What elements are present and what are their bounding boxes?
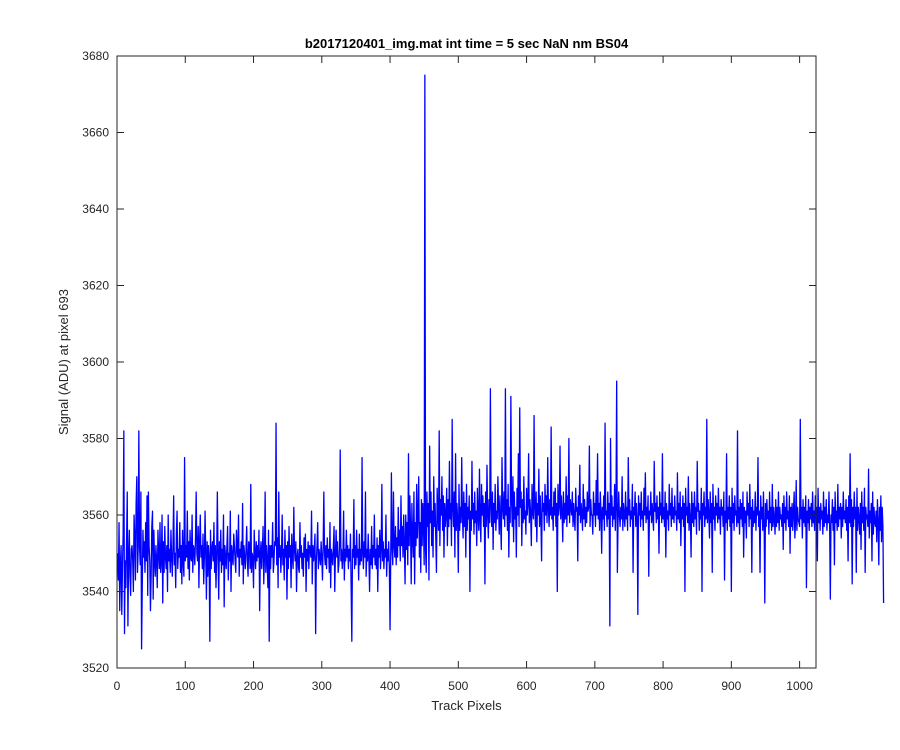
x-axis-label: Track Pixels bbox=[431, 698, 502, 713]
x-tick-label: 0 bbox=[114, 679, 121, 693]
x-tick-label: 900 bbox=[721, 679, 741, 693]
series-line-1 bbox=[117, 74, 885, 650]
series-group bbox=[117, 74, 885, 650]
chart-title: b2017120401_img.mat int time = 5 sec NaN… bbox=[305, 36, 629, 51]
plot-area bbox=[117, 56, 816, 668]
x-tick-label: 200 bbox=[244, 679, 264, 693]
x-tick-label: 700 bbox=[585, 679, 605, 693]
x-tick-label: 600 bbox=[517, 679, 537, 693]
y-tick-label: 3560 bbox=[82, 508, 109, 522]
y-tick-label: 3580 bbox=[82, 432, 109, 446]
axes-box bbox=[116, 55, 817, 669]
y-tick-label: 3660 bbox=[82, 126, 109, 140]
x-tick-label: 400 bbox=[380, 679, 400, 693]
y-tick-label: 3540 bbox=[82, 585, 109, 599]
y-axis-label: Signal (ADU) at pixel 693 bbox=[56, 289, 71, 435]
y-tick-label: 3520 bbox=[82, 661, 109, 675]
y-tick-label: 3680 bbox=[82, 49, 109, 63]
x-tick-label: 800 bbox=[653, 679, 673, 693]
y-tick-label: 3600 bbox=[82, 355, 109, 369]
x-axis-ticks: 0 100 200 300 400 500 600 700 800 900 1000 bbox=[114, 56, 813, 693]
y-axis-ticks: 3520 3540 3560 3580 3600 3620 3640 3660 3680 bbox=[82, 49, 816, 675]
y-tick-label: 3620 bbox=[82, 279, 109, 293]
x-tick-label: 1000 bbox=[786, 679, 813, 693]
x-tick-label: 100 bbox=[175, 679, 195, 693]
x-tick-label: 300 bbox=[312, 679, 332, 693]
y-tick-label: 3640 bbox=[82, 202, 109, 216]
x-tick-label: 500 bbox=[448, 679, 468, 693]
